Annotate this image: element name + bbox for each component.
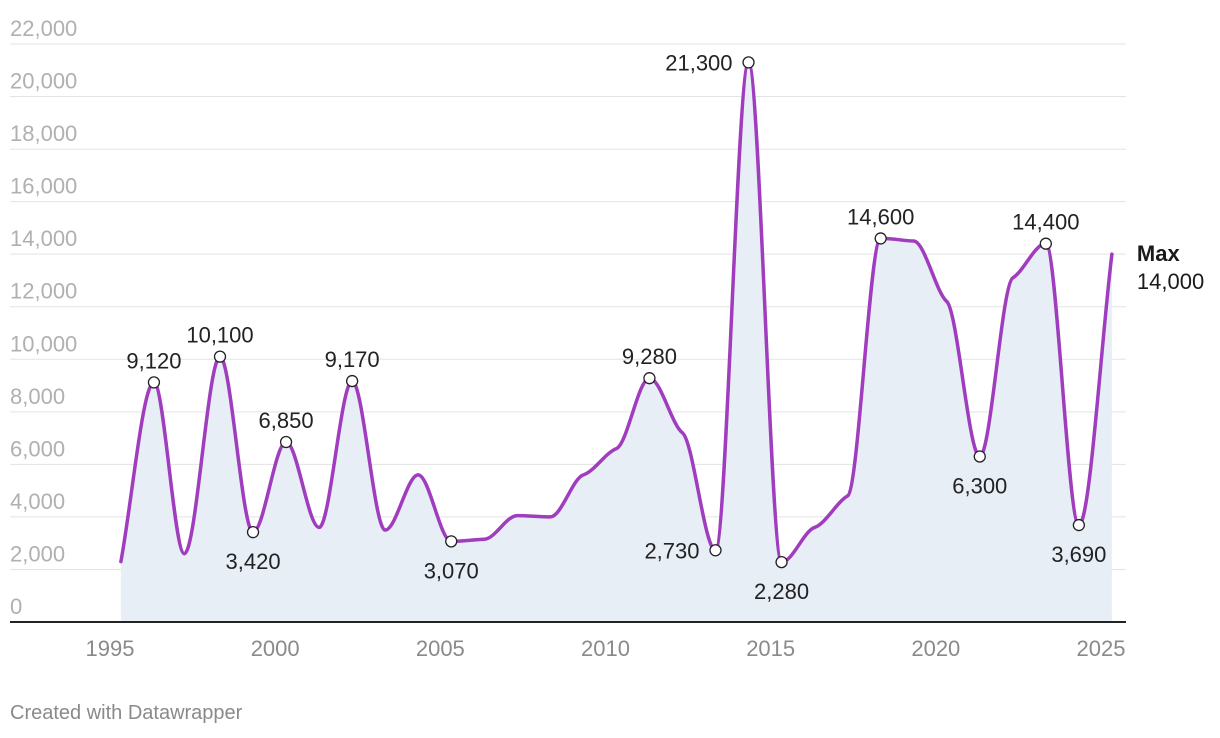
- point-marker-fill: [776, 556, 788, 568]
- series-area: [120, 62, 1112, 622]
- x-tick-label: 2010: [581, 636, 630, 661]
- y-tick-label: 6,000: [10, 436, 65, 461]
- point-marker-fill: [1073, 519, 1085, 531]
- point-marker-fill: [247, 526, 259, 538]
- point-marker: [1039, 237, 1052, 250]
- y-tick-label: 0: [10, 594, 22, 619]
- x-tick-label: 2025: [1077, 636, 1126, 661]
- x-tick-label: 2015: [746, 636, 795, 661]
- point-marker: [213, 350, 227, 363]
- area-fill-layer: [120, 62, 1112, 622]
- x-tick-label: 2000: [251, 636, 300, 661]
- point-marker: [1072, 518, 1086, 532]
- data-label: 3,070: [424, 558, 479, 583]
- point-marker: [246, 525, 260, 539]
- data-label: 2,280: [754, 579, 809, 604]
- y-tick-label: 8,000: [10, 384, 65, 409]
- data-label: 14,600: [847, 204, 914, 229]
- data-label: 10,100: [186, 323, 253, 348]
- x-tick-label: 2020: [911, 636, 960, 661]
- point-marker: [874, 232, 887, 245]
- point-marker-fill: [974, 450, 986, 462]
- y-axis-ticks: 0 2,000 4,000 6,000 8,000 10,000 12,000 14,000 1…: [10, 16, 77, 619]
- end-label-series-name: Max: [1137, 241, 1181, 266]
- point-marker: [643, 372, 656, 385]
- y-tick-label: 22,000: [10, 16, 77, 41]
- data-label: 3,690: [1051, 542, 1106, 567]
- point-marker: [973, 450, 986, 463]
- point-marker-fill: [214, 351, 226, 363]
- x-axis-ticks: 1995 2000 2005 2010 2015 2020 2025: [86, 636, 1126, 661]
- series-line: [119, 60, 1114, 564]
- point-marker-fill: [743, 56, 755, 68]
- point-marker-fill: [710, 544, 722, 556]
- y-tick-label: 18,000: [10, 121, 77, 146]
- data-label: 2,730: [644, 538, 699, 563]
- data-label: 9,280: [622, 344, 677, 369]
- y-tick-label: 20,000: [10, 69, 77, 94]
- point-marker-fill: [445, 535, 457, 547]
- data-label: 3,420: [226, 549, 281, 574]
- data-label: 6,850: [259, 408, 314, 433]
- point-marker-fill: [1040, 238, 1052, 250]
- data-label: 21,300: [665, 50, 732, 75]
- y-tick-label: 4,000: [10, 489, 65, 514]
- credit-text: Created with Datawrapper: [10, 702, 243, 724]
- y-tick-label: 16,000: [10, 174, 77, 199]
- end-label-series-value: 14,000: [1137, 269, 1204, 294]
- data-label: 9,170: [325, 347, 380, 372]
- point-marker: [345, 374, 359, 388]
- point-marker-fill: [148, 376, 160, 388]
- point-marker-fill: [346, 375, 358, 387]
- y-tick-label: 10,000: [10, 331, 77, 356]
- y-tick-label: 12,000: [10, 279, 77, 304]
- point-marker: [775, 555, 788, 569]
- data-label: 14,400: [1012, 210, 1079, 235]
- data-label: 6,300: [952, 473, 1007, 498]
- point-marker-fill: [280, 436, 292, 448]
- point-marker-fill: [643, 372, 655, 384]
- x-tick-label: 2005: [416, 636, 465, 661]
- point-marker: [279, 435, 293, 449]
- annotation-markers: [147, 56, 1086, 569]
- point-marker: [709, 544, 722, 557]
- y-tick-label: 2,000: [10, 541, 65, 566]
- data-label: 9,120: [126, 348, 181, 373]
- point-marker: [742, 56, 755, 69]
- series-line-layer: [119, 60, 1114, 564]
- end-label: Max 14,000: [1137, 241, 1204, 294]
- y-tick-label: 14,000: [10, 226, 77, 251]
- point-marker: [147, 376, 161, 389]
- point-marker: [445, 535, 458, 548]
- point-marker-fill: [875, 232, 887, 244]
- x-tick-label: 1995: [86, 636, 135, 661]
